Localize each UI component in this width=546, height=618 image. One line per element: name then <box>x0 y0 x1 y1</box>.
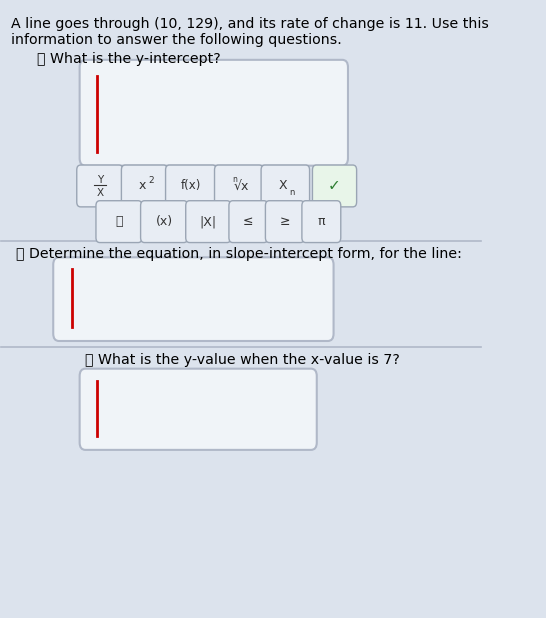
Text: 🔊 What is the y-intercept?: 🔊 What is the y-intercept? <box>37 52 221 66</box>
FancyBboxPatch shape <box>141 201 188 242</box>
Text: √x: √x <box>234 179 249 192</box>
Text: n: n <box>289 188 294 197</box>
FancyBboxPatch shape <box>96 201 142 242</box>
Text: 2: 2 <box>148 176 153 185</box>
Text: 🔊 Determine the equation, in slope-intercept form, for the line:: 🔊 Determine the equation, in slope-inter… <box>16 247 462 261</box>
FancyBboxPatch shape <box>312 165 357 207</box>
Text: 🔊 What is the y-value when the x-value is 7?: 🔊 What is the y-value when the x-value i… <box>85 353 400 367</box>
FancyBboxPatch shape <box>302 201 341 242</box>
FancyBboxPatch shape <box>165 165 216 207</box>
FancyBboxPatch shape <box>80 60 348 166</box>
Text: ≥: ≥ <box>280 215 290 228</box>
Text: |X|: |X| <box>200 215 217 228</box>
Text: f(x): f(x) <box>181 179 201 192</box>
FancyBboxPatch shape <box>261 165 310 207</box>
Text: (x): (x) <box>156 215 173 228</box>
Text: A line goes through (10, 129), and its rate of change is 11. Use this: A line goes through (10, 129), and its r… <box>11 17 489 31</box>
Text: n: n <box>233 176 238 184</box>
Text: x: x <box>138 179 146 192</box>
FancyBboxPatch shape <box>53 257 334 341</box>
FancyBboxPatch shape <box>265 201 304 242</box>
FancyBboxPatch shape <box>229 201 268 242</box>
FancyBboxPatch shape <box>215 165 263 207</box>
Text: X: X <box>96 188 103 198</box>
Text: ≤: ≤ <box>243 215 253 228</box>
Text: Y: Y <box>97 175 103 185</box>
FancyBboxPatch shape <box>77 165 123 207</box>
FancyBboxPatch shape <box>121 165 168 207</box>
Text: X: X <box>279 179 288 192</box>
FancyBboxPatch shape <box>80 369 317 450</box>
Text: 🗑: 🗑 <box>115 215 123 228</box>
Text: ✓: ✓ <box>328 179 341 193</box>
Text: information to answer the following questions.: information to answer the following ques… <box>11 33 342 48</box>
FancyBboxPatch shape <box>186 201 231 242</box>
Text: π: π <box>318 215 325 228</box>
